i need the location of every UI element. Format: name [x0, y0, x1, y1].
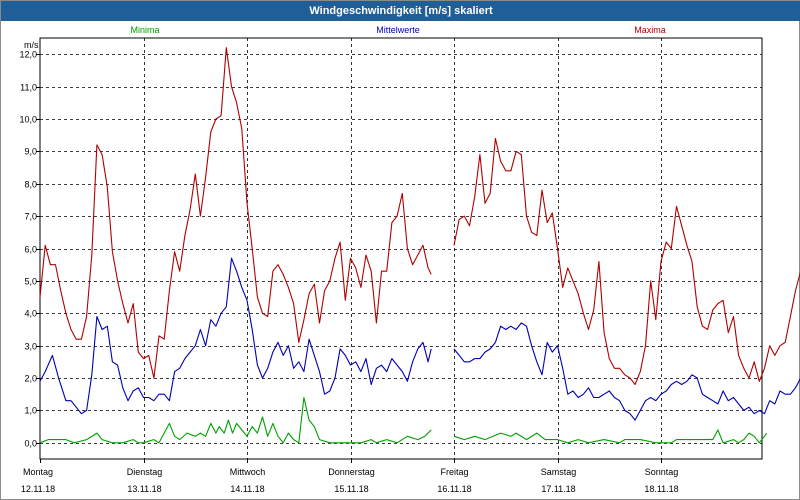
x-tick-label-date: 17.11.18: [541, 484, 575, 494]
y-tick-label: 2,0: [24, 374, 37, 384]
series-line-minima: [453, 429, 768, 444]
x-tick-label-weekday: Dienstag: [127, 467, 163, 477]
y-tick-label: 10,0: [19, 115, 37, 125]
y-tick-label: 1,0: [24, 406, 37, 416]
y-tick-label: 4,0: [24, 309, 37, 319]
y-tick-label: 6,0: [24, 245, 37, 255]
x-tick-label-weekday: Mittwoch: [230, 467, 266, 477]
x-tick-label-weekday: Sonntag: [645, 467, 679, 477]
plot-area: [39, 37, 763, 460]
window-title: Windgeschwindigkeit [m/s] skaliert: [1, 1, 800, 21]
x-tick-label-date: 14.11.18: [230, 484, 264, 494]
series-line-mittelwerte: [39, 257, 432, 415]
series-line-mittelwerte: [453, 322, 800, 421]
y-axis-label: m/s: [24, 40, 39, 50]
x-tick-label-weekday: Donnerstag: [328, 467, 375, 477]
y-tick-label: 12,0: [19, 50, 37, 60]
x-tick-label-weekday: Montag: [23, 467, 53, 477]
x-tick-label-date: 12.11.18: [21, 484, 55, 494]
y-tick-label: 11,0: [20, 83, 37, 93]
y-tick-label: 9,0: [24, 147, 37, 157]
y-tick-label: 5,0: [24, 277, 37, 287]
legend-maxima: Maxima: [634, 25, 666, 35]
x-tick-label-weekday: Freitag: [440, 467, 468, 477]
series-line-maxima: [453, 137, 800, 386]
x-tick-label-date: 13.11.18: [127, 484, 161, 494]
y-tick-label: 0,0: [24, 439, 37, 449]
x-tick-label-date: 16.11.18: [437, 484, 471, 494]
x-tick-label-weekday: Samstag: [541, 467, 577, 477]
x-tick-label-date: 18.11.18: [644, 484, 678, 494]
series-line-maxima: [39, 47, 432, 379]
series-line-minima: [39, 396, 432, 444]
y-tick-label: 3,0: [24, 342, 37, 352]
legend-mittelwerte: Mittelwerte: [376, 25, 420, 35]
legend-minima: Minima: [130, 25, 159, 35]
y-tick-label: 7,0: [24, 212, 37, 222]
x-tick-label-date: 15.11.18: [334, 484, 368, 494]
y-tick-label: 8,0: [24, 180, 37, 190]
